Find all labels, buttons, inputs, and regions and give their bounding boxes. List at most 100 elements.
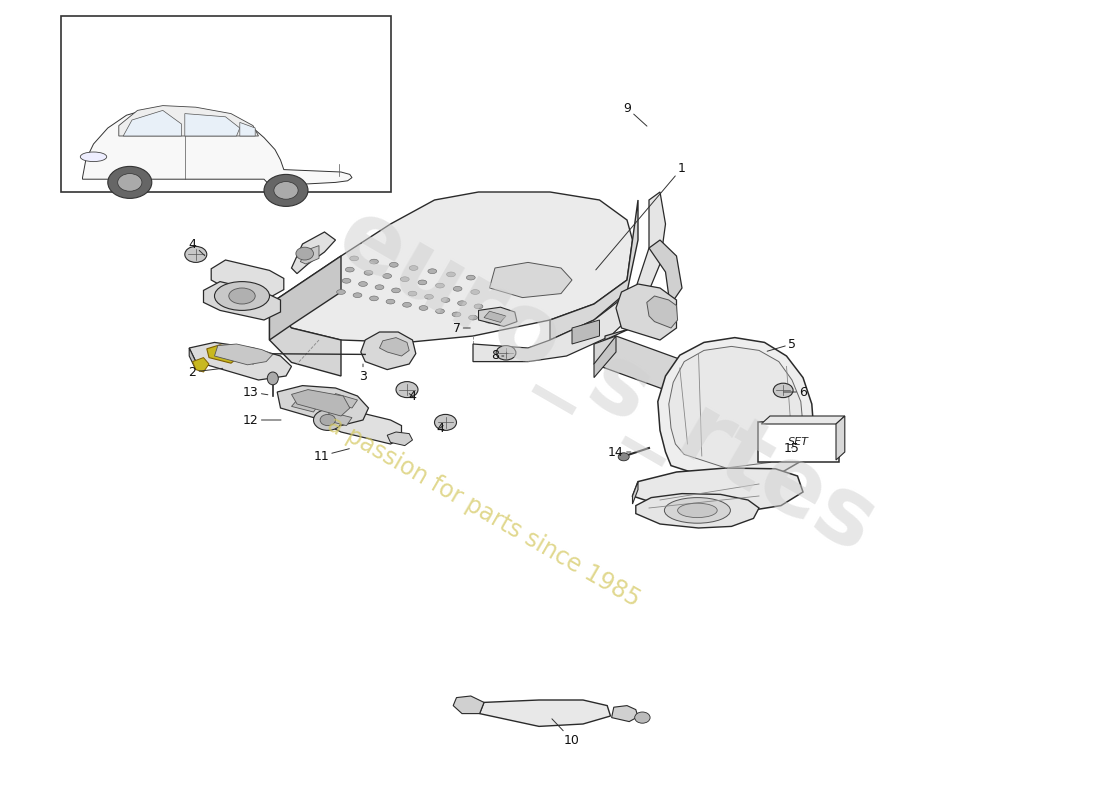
Ellipse shape — [441, 298, 450, 302]
Ellipse shape — [314, 410, 342, 430]
Ellipse shape — [364, 270, 373, 275]
Polygon shape — [478, 307, 517, 326]
Ellipse shape — [214, 282, 270, 310]
Ellipse shape — [185, 246, 207, 262]
Ellipse shape — [274, 182, 298, 199]
Polygon shape — [616, 284, 676, 340]
Ellipse shape — [485, 318, 494, 323]
Polygon shape — [632, 468, 803, 514]
Polygon shape — [330, 408, 402, 444]
Polygon shape — [490, 262, 572, 298]
Polygon shape — [185, 114, 240, 136]
Ellipse shape — [296, 247, 314, 260]
Polygon shape — [189, 348, 196, 370]
Polygon shape — [594, 336, 704, 392]
Ellipse shape — [474, 304, 483, 309]
Ellipse shape — [447, 272, 455, 277]
Ellipse shape — [320, 414, 336, 426]
Ellipse shape — [345, 267, 354, 272]
Ellipse shape — [618, 453, 629, 461]
Polygon shape — [836, 416, 845, 460]
Polygon shape — [379, 338, 409, 356]
Text: 4: 4 — [188, 238, 205, 256]
Text: SET: SET — [789, 437, 808, 447]
Ellipse shape — [80, 152, 107, 162]
Ellipse shape — [408, 291, 417, 296]
Polygon shape — [324, 412, 352, 426]
Text: a passion for parts since 1985: a passion for parts since 1985 — [323, 412, 645, 612]
Ellipse shape — [370, 259, 378, 264]
Ellipse shape — [383, 274, 392, 278]
Polygon shape — [669, 346, 803, 468]
Text: 2: 2 — [188, 366, 222, 378]
Ellipse shape — [342, 278, 351, 283]
Bar — [60, 16, 390, 192]
Polygon shape — [123, 110, 182, 136]
Polygon shape — [277, 386, 368, 426]
Ellipse shape — [353, 293, 362, 298]
Ellipse shape — [350, 256, 359, 261]
Polygon shape — [292, 232, 336, 274]
Polygon shape — [270, 192, 632, 342]
Ellipse shape — [403, 302, 411, 307]
Ellipse shape — [664, 498, 730, 523]
Polygon shape — [636, 494, 759, 528]
Polygon shape — [192, 358, 209, 372]
Polygon shape — [119, 106, 258, 136]
Ellipse shape — [471, 290, 480, 294]
Ellipse shape — [400, 277, 409, 282]
Ellipse shape — [396, 382, 418, 398]
Ellipse shape — [419, 306, 428, 310]
Polygon shape — [270, 304, 341, 376]
Text: 11: 11 — [314, 449, 350, 462]
Polygon shape — [207, 345, 240, 363]
Ellipse shape — [375, 285, 384, 290]
Polygon shape — [330, 394, 358, 408]
Text: 3: 3 — [359, 364, 367, 382]
Polygon shape — [632, 482, 638, 504]
Ellipse shape — [453, 286, 462, 291]
Ellipse shape — [386, 299, 395, 304]
Text: 5: 5 — [767, 338, 796, 351]
Ellipse shape — [458, 301, 466, 306]
Polygon shape — [594, 336, 616, 378]
FancyBboxPatch shape — [758, 422, 839, 462]
Text: 7: 7 — [452, 322, 470, 334]
Text: 10: 10 — [552, 719, 580, 746]
Polygon shape — [473, 192, 666, 362]
Polygon shape — [612, 706, 638, 722]
Polygon shape — [484, 311, 506, 322]
Ellipse shape — [496, 346, 516, 360]
Text: 1: 1 — [596, 162, 686, 270]
Ellipse shape — [428, 269, 437, 274]
Ellipse shape — [370, 296, 378, 301]
Ellipse shape — [425, 294, 433, 299]
Ellipse shape — [635, 712, 650, 723]
Polygon shape — [658, 338, 814, 482]
Polygon shape — [453, 696, 484, 714]
Ellipse shape — [267, 372, 278, 385]
Ellipse shape — [409, 266, 418, 270]
Text: 6: 6 — [784, 386, 807, 398]
Polygon shape — [189, 342, 292, 380]
Ellipse shape — [108, 166, 152, 198]
Ellipse shape — [389, 262, 398, 267]
Text: 9: 9 — [623, 102, 647, 126]
Polygon shape — [292, 390, 350, 416]
Polygon shape — [300, 246, 319, 264]
Ellipse shape — [436, 309, 444, 314]
Polygon shape — [292, 398, 319, 412]
Polygon shape — [240, 122, 255, 136]
Text: 13: 13 — [243, 386, 268, 398]
Ellipse shape — [418, 280, 427, 285]
Text: 4: 4 — [436, 422, 444, 434]
Ellipse shape — [452, 312, 461, 317]
Ellipse shape — [264, 174, 308, 206]
Ellipse shape — [773, 383, 793, 398]
Ellipse shape — [436, 283, 444, 288]
Polygon shape — [480, 700, 611, 726]
Ellipse shape — [118, 174, 142, 191]
Polygon shape — [605, 240, 682, 340]
Polygon shape — [204, 282, 280, 320]
Text: 12: 12 — [243, 414, 280, 426]
